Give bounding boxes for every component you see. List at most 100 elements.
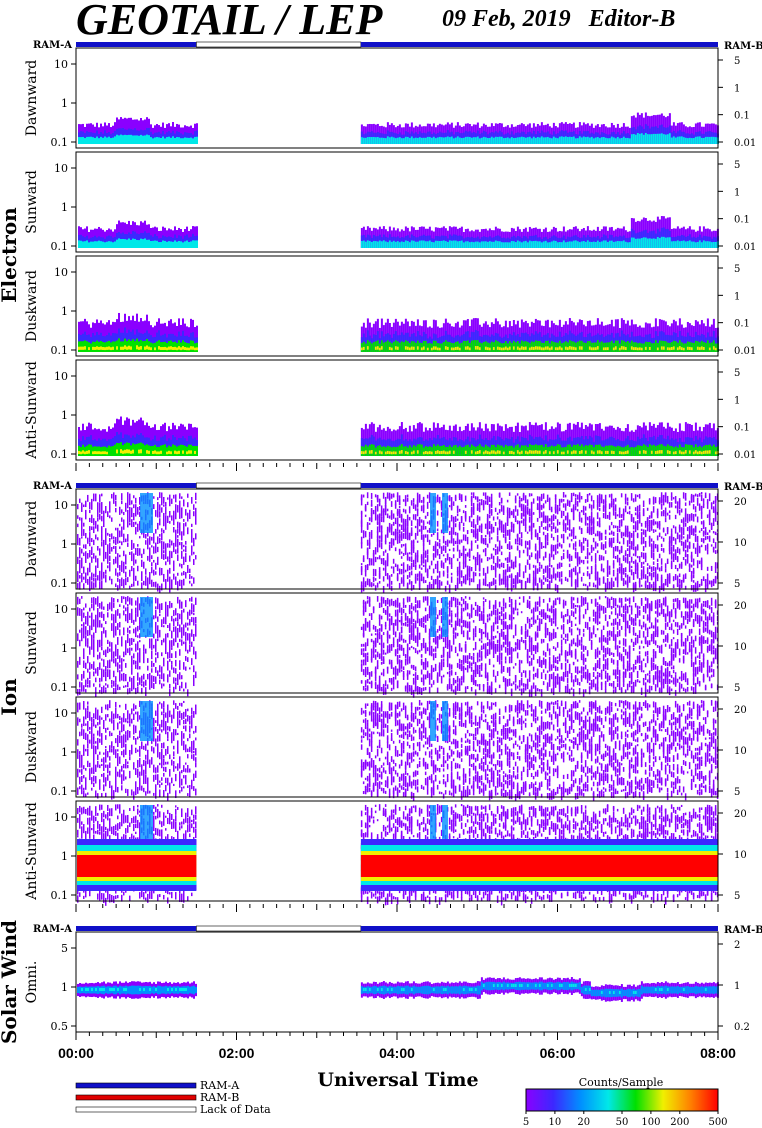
i-cell	[366, 579, 369, 582]
i-cell	[93, 493, 95, 502]
e-cell	[140, 134, 142, 144]
e-cell	[670, 241, 673, 248]
i-cell	[420, 578, 423, 582]
i-cell	[442, 531, 445, 535]
i-cell	[392, 523, 395, 526]
i-cell	[484, 577, 487, 582]
e-cell	[196, 347, 198, 351]
i-cell	[79, 575, 81, 579]
e-cell	[476, 136, 479, 144]
i-cell	[362, 494, 365, 498]
i-cell	[159, 567, 161, 576]
i-cell	[105, 569, 107, 574]
i-cell	[472, 502, 475, 511]
i-cell	[91, 514, 93, 520]
e-cell	[566, 347, 569, 351]
i-cell	[89, 552, 91, 558]
i-cell	[426, 501, 429, 509]
i-cell	[426, 529, 429, 533]
i-cell	[163, 504, 165, 507]
i-cell	[83, 583, 85, 589]
e-cell	[192, 346, 194, 350]
i-cell	[83, 529, 85, 536]
i-cell	[153, 546, 155, 554]
e-cell	[162, 136, 164, 144]
e-cell	[666, 450, 669, 454]
e-cell	[114, 341, 116, 352]
e-cell	[384, 341, 387, 352]
i-cell	[89, 509, 91, 514]
i-cell	[436, 532, 439, 540]
i-cell	[510, 575, 513, 583]
e-cell	[672, 451, 675, 455]
e-cell	[150, 347, 152, 351]
i-cell	[468, 550, 471, 559]
e-cell	[360, 347, 363, 351]
i-cell	[424, 580, 427, 583]
e-cell	[412, 240, 415, 248]
i-cell	[123, 562, 125, 571]
i-cell	[83, 552, 85, 557]
e-cell	[634, 446, 637, 456]
i-cell	[376, 521, 379, 526]
e-cell	[486, 347, 489, 351]
i-cell	[404, 519, 407, 523]
i-cell	[482, 492, 485, 496]
i-cell	[177, 581, 179, 584]
i-cell	[175, 504, 177, 512]
e-cell	[496, 346, 499, 350]
e-cell	[406, 136, 409, 144]
e-cell	[592, 451, 595, 455]
e-cell	[108, 241, 110, 248]
e-cell	[498, 136, 501, 144]
i-cell	[384, 498, 387, 507]
e-cell	[638, 238, 641, 248]
i-cell	[133, 567, 135, 576]
e-cell	[560, 242, 563, 248]
i-cell	[169, 510, 171, 518]
e-cell	[696, 241, 699, 248]
i-cell	[368, 531, 371, 538]
e-cell	[370, 343, 373, 352]
i-cell	[137, 568, 139, 572]
i-cell	[85, 516, 87, 520]
i-cell	[167, 518, 169, 523]
e-cell	[698, 347, 701, 351]
e-cell	[364, 450, 367, 454]
e-cell	[684, 343, 687, 352]
e-cell	[422, 346, 425, 350]
e-cell	[428, 136, 431, 144]
i-cell	[490, 496, 493, 503]
e-cell	[440, 450, 443, 454]
e-cell	[596, 450, 599, 454]
e-cell	[456, 136, 459, 144]
e-cell	[574, 347, 577, 351]
e-cell	[530, 450, 533, 454]
e-cell	[118, 135, 120, 144]
e-cell	[538, 137, 541, 144]
i-cell	[129, 518, 131, 523]
e-cell	[608, 240, 611, 248]
e-cell	[460, 240, 463, 248]
i-cell	[366, 524, 369, 530]
e-cell	[402, 138, 405, 144]
i-cell	[436, 548, 439, 554]
panel-frame	[75, 151, 719, 253]
i-cell	[137, 506, 139, 515]
i-cell	[91, 526, 93, 531]
i-cell	[462, 545, 465, 549]
e-cell	[120, 346, 122, 350]
i-cell	[125, 560, 127, 565]
i-cell	[143, 534, 145, 538]
e-cell	[678, 340, 681, 352]
e-cell	[146, 450, 148, 454]
e-cell	[426, 241, 429, 248]
e-cell	[570, 136, 573, 144]
e-cell	[532, 240, 535, 248]
i-cell	[195, 501, 197, 504]
e-cell	[650, 450, 653, 454]
i-cell	[147, 538, 149, 543]
i-cell	[396, 564, 399, 572]
i-cell	[77, 583, 79, 587]
i-cell	[456, 513, 459, 517]
